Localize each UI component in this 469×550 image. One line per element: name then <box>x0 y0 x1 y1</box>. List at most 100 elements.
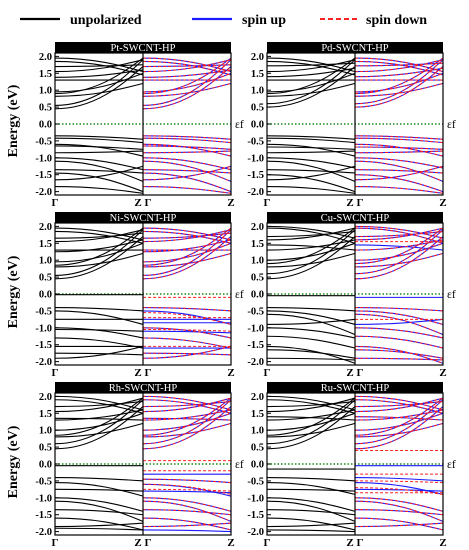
band-spin-down <box>142 417 231 421</box>
band-unpolarized <box>267 59 356 73</box>
band-spin-down <box>142 145 231 150</box>
band-spin-down <box>142 399 231 445</box>
band-unpolarized <box>267 345 356 364</box>
y-tick-label: 2.0 <box>251 52 264 63</box>
panel-title-bar <box>55 382 231 393</box>
band-spin-up <box>354 509 443 516</box>
band-spin-up <box>142 529 231 533</box>
band-unpolarized <box>55 150 144 154</box>
panel-title: Ni-SWCNT-HP <box>110 213 177 224</box>
legend-label-spin-up: spin up <box>242 13 286 28</box>
band-unpolarized <box>55 310 144 325</box>
band-spin-down <box>354 60 443 76</box>
panel-title: Ru-SWCNT-HP <box>321 383 390 394</box>
band-spin-down <box>142 412 231 431</box>
panel-title-bar <box>267 42 443 53</box>
y-tick-label: 1.0 <box>251 256 264 267</box>
band-unpolarized <box>55 345 144 359</box>
y-tick-label: 0.0 <box>39 120 52 131</box>
y-tick-label: 0.5 <box>251 273 264 284</box>
band-spin-up <box>354 165 443 181</box>
band-unpolarized <box>55 135 144 140</box>
band-spin-down <box>354 236 443 280</box>
panel-1: Pt-SWCNT-HP 2.0 1.5 1.0 0.5 0.0 -0.5 -1.0 -1.5 -2… <box>35 42 244 209</box>
band-unpolarized <box>267 236 356 280</box>
y-tick-label: 0.5 <box>39 443 52 454</box>
band-spin-down <box>142 329 231 332</box>
band-spin-up <box>354 143 443 157</box>
band-unpolarized <box>267 66 356 108</box>
band-spin-down <box>142 172 231 193</box>
band-spin-down <box>142 169 231 174</box>
panel-4: Cu-SWCNT-HP 2.0 1.5 1.0 0.5 0.0 -0.5 -1.0 -1.5 -2… <box>247 212 456 379</box>
band-unpolarized <box>267 422 356 438</box>
band-unpolarized <box>55 172 144 193</box>
band-unpolarized <box>55 59 144 73</box>
x-tick-label: Z <box>439 197 446 209</box>
y-tick-label: 0.0 <box>251 290 264 301</box>
y-tick-label: -1.0 <box>247 153 264 164</box>
band-unpolarized <box>267 72 356 93</box>
fermi-label: εf <box>235 119 244 131</box>
band-spin-down <box>142 522 231 528</box>
band-spin-down <box>354 72 443 93</box>
band-unpolarized <box>55 509 144 516</box>
fermi-label: εf <box>447 119 456 131</box>
band-spin-down <box>142 422 231 438</box>
band-spin-down <box>354 406 443 450</box>
band-spin-up <box>354 227 443 265</box>
y-tick-label: -0.5 <box>35 306 52 317</box>
band-spin-down <box>354 135 443 140</box>
band-unpolarized <box>267 395 356 411</box>
band-spin-down <box>142 483 231 495</box>
band-spin-down <box>142 229 231 276</box>
y-tick-label: -1.0 <box>35 493 52 504</box>
band-spin-down <box>354 412 443 431</box>
band-unpolarized <box>267 482 356 495</box>
band-spin-down <box>354 397 443 413</box>
band-unpolarized <box>55 69 144 78</box>
panel-plot-area <box>55 227 231 359</box>
band-unpolarized <box>55 252 144 268</box>
y-tick-label: 1.5 <box>251 409 264 420</box>
band-spin-down <box>142 345 231 359</box>
band-spin-down <box>354 67 443 78</box>
band-spin-up <box>354 400 443 408</box>
band-spin-down <box>142 227 231 266</box>
band-spin-down <box>142 57 231 73</box>
y-tick-label: 1.0 <box>39 256 52 267</box>
band-spin-down <box>142 82 231 97</box>
band-spin-up <box>142 509 231 516</box>
ylabel-row-3: Energy (eV) <box>6 425 21 498</box>
band-spin-down <box>142 478 231 484</box>
band-spin-up <box>142 352 231 356</box>
band-unpolarized <box>55 482 144 497</box>
y-tick-label: 0.5 <box>39 103 52 114</box>
panel-title: Pt-SWCNT-HP <box>111 43 176 54</box>
panel-title-bar <box>55 42 231 53</box>
y-tick-label: -2.0 <box>247 357 264 368</box>
band-unpolarized <box>267 310 356 325</box>
y-tick-label: -1.5 <box>247 170 264 181</box>
band-unpolarized <box>267 335 356 349</box>
y-tick-label: 2.0 <box>39 52 52 63</box>
band-unpolarized <box>55 239 144 253</box>
band-spin-down <box>142 337 231 349</box>
band-unpolarized <box>55 229 144 243</box>
band-unpolarized <box>55 169 144 174</box>
band-unpolarized <box>267 229 356 275</box>
y-tick-label: -1.0 <box>35 153 52 164</box>
band-unpolarized <box>55 422 144 438</box>
x-tick-label: Z <box>346 197 353 209</box>
band-unpolarized <box>55 57 144 95</box>
band-spin-up <box>142 330 231 334</box>
band-unpolarized <box>55 157 144 171</box>
band-unpolarized <box>55 145 144 150</box>
band-unpolarized <box>267 357 356 361</box>
y-tick-label: -1.5 <box>35 340 52 351</box>
band-unpolarized <box>267 488 356 492</box>
x-tick-label: Γ <box>52 537 59 549</box>
band-unpolarized <box>267 318 356 325</box>
band-spin-down <box>142 239 231 253</box>
band-spin-up <box>354 488 443 492</box>
